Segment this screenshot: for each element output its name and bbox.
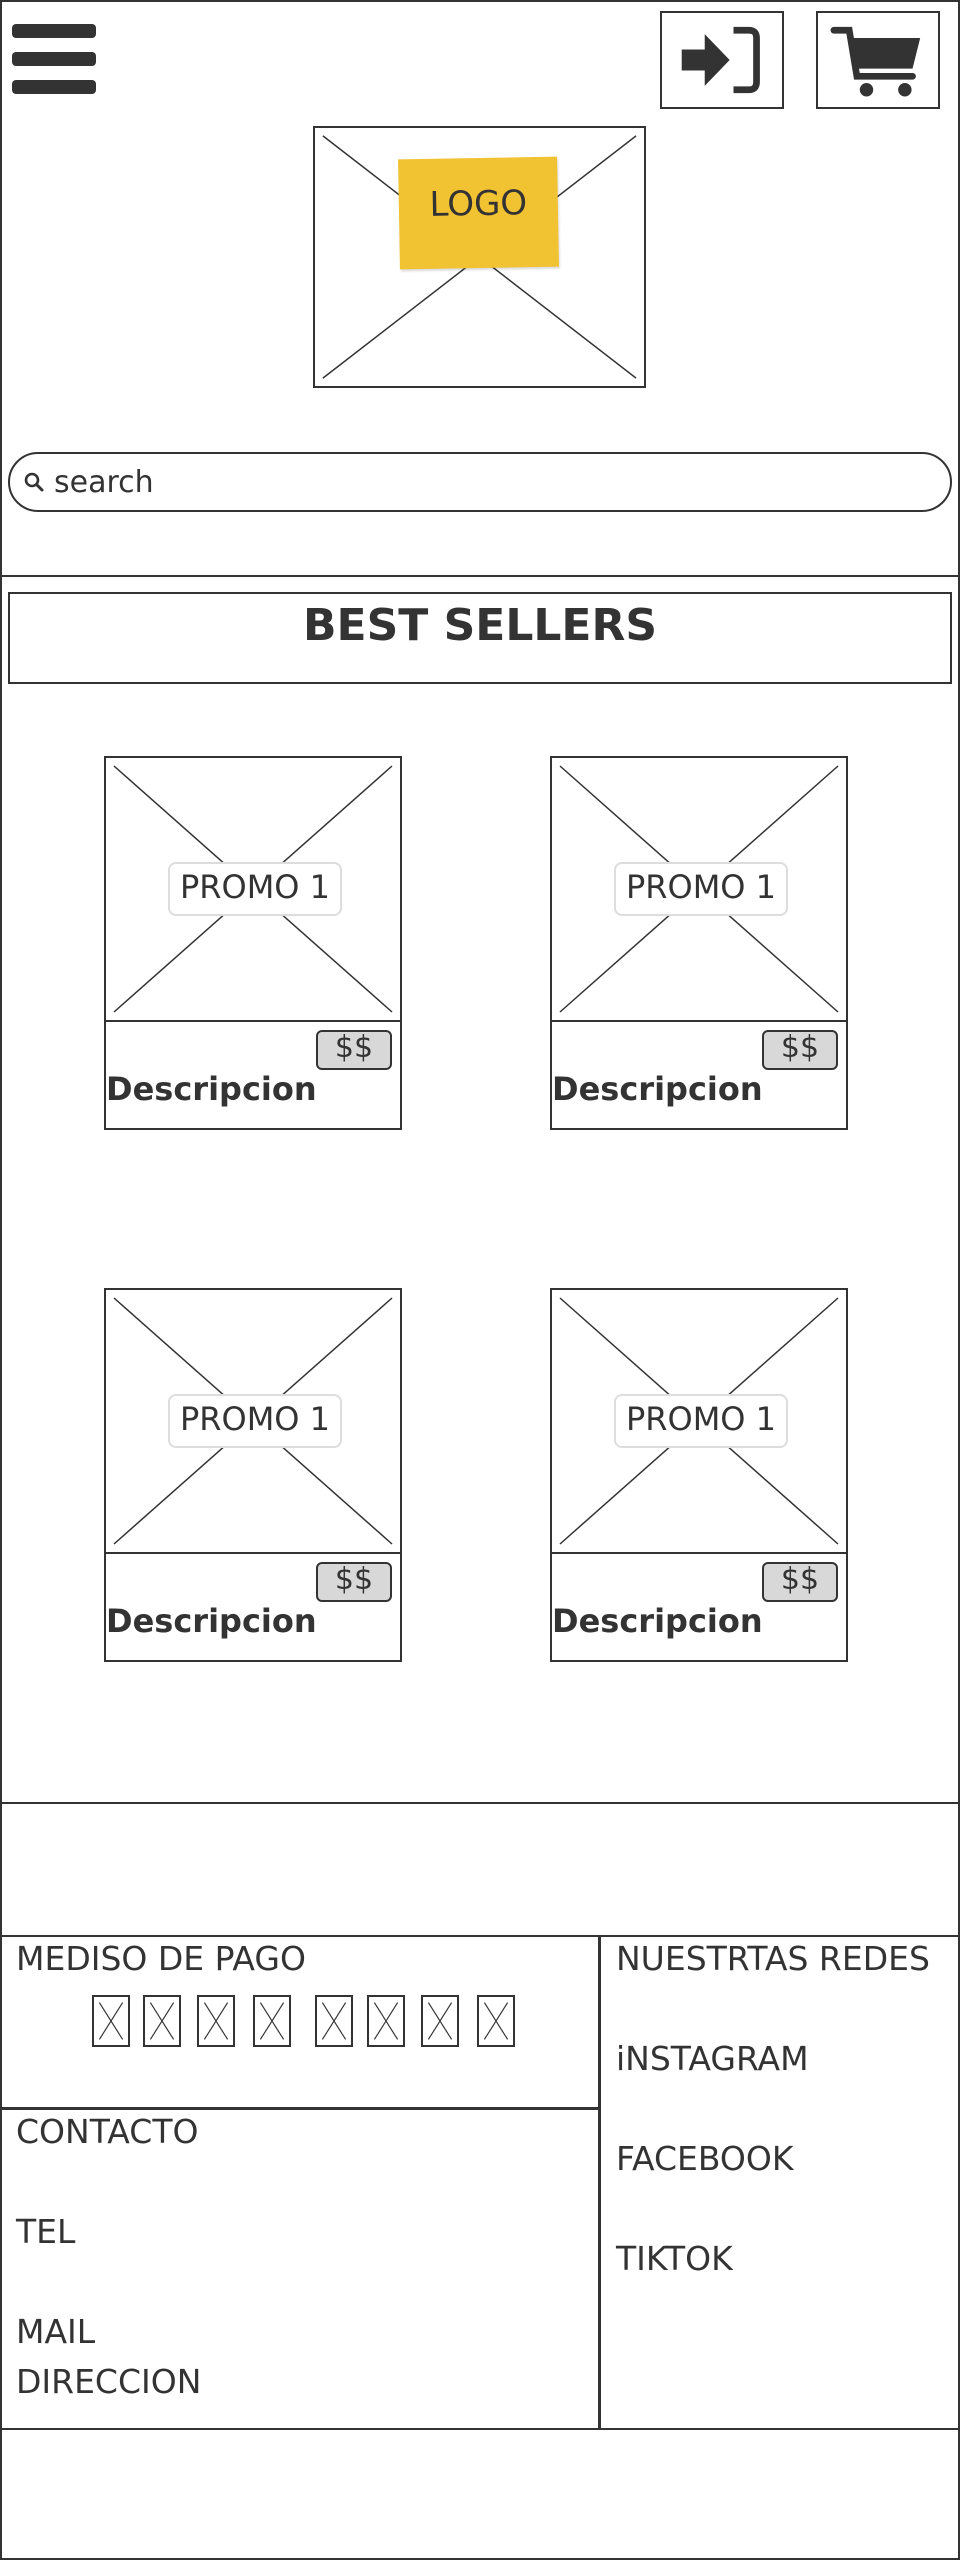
social-link-tiktok[interactable]: TIKTOK [616,2239,733,2278]
social-networks-title: NUESTRTAS REDES [616,1939,930,1978]
promo-label: PROMO 1 [168,1394,342,1448]
promo-label: PROMO 1 [168,862,342,916]
footer-payment-divider [0,2107,599,2110]
price-tag: $$ [316,1030,392,1070]
payment-method-icon [477,1995,515,2047]
footer-bottom-divider [0,2428,960,2430]
price-tag: $$ [762,1030,838,1070]
sign-in-icon [681,26,760,94]
payment-method-icon [253,1995,291,2047]
social-link-facebook[interactable]: FACEBOOK [616,2139,794,2178]
social-link-instagram[interactable]: iNSTAGRAM [616,2039,809,2078]
product-description: Descripcion [106,1602,317,1640]
hamburger-menu-icon[interactable] [12,22,96,96]
shopping-cart-icon [830,26,921,97]
product-description: Descripcion [552,1602,763,1640]
contact-mail[interactable]: MAIL [16,2312,96,2351]
price-tag: $$ [316,1562,392,1602]
promo-label: PROMO 1 [614,862,788,916]
content-divider [0,1802,960,1804]
product-card[interactable]: PROMO 1 $$ Descripcion [104,1288,402,1662]
product-card[interactable]: PROMO 1 $$ Descripcion [104,756,402,1130]
payment-method-icon [315,1995,353,2047]
price-tag: $$ [762,1562,838,1602]
footer-column-divider [598,1935,601,2429]
contact-title: CONTACTO [16,2112,199,2151]
product-description: Descripcion [552,1070,763,1108]
search-icon [24,472,44,492]
payment-method-icon [197,1995,235,2047]
payment-method-icon [143,1995,181,2047]
product-image-placeholder: PROMO 1 [552,1290,846,1554]
payment-method-icon [92,1995,130,2047]
payment-method-icon [367,1995,405,2047]
cart-button[interactable] [816,11,940,109]
promo-label: PROMO 1 [614,1394,788,1448]
contact-tel[interactable]: TEL [16,2212,76,2251]
search-bar[interactable] [8,452,952,512]
contact-address: DIRECCION [16,2362,202,2401]
product-card[interactable]: PROMO 1 $$ Descripcion [550,756,848,1130]
payment-method-icon [421,1995,459,2047]
product-description: Descripcion [106,1070,317,1108]
header-divider [0,575,960,577]
product-image-placeholder: PROMO 1 [106,758,400,1022]
payment-methods-title: MEDISO DE PAGO [16,1939,306,1978]
logo-label: LOGO [398,156,559,270]
footer-top-divider [0,1935,960,1937]
product-image-placeholder: PROMO 1 [106,1290,400,1554]
search-input[interactable] [54,464,914,500]
best-sellers-title: BEST SELLERS [8,592,952,684]
product-card[interactable]: PROMO 1 $$ Descripcion [550,1288,848,1662]
login-button[interactable] [660,11,784,109]
product-image-placeholder: PROMO 1 [552,758,846,1022]
